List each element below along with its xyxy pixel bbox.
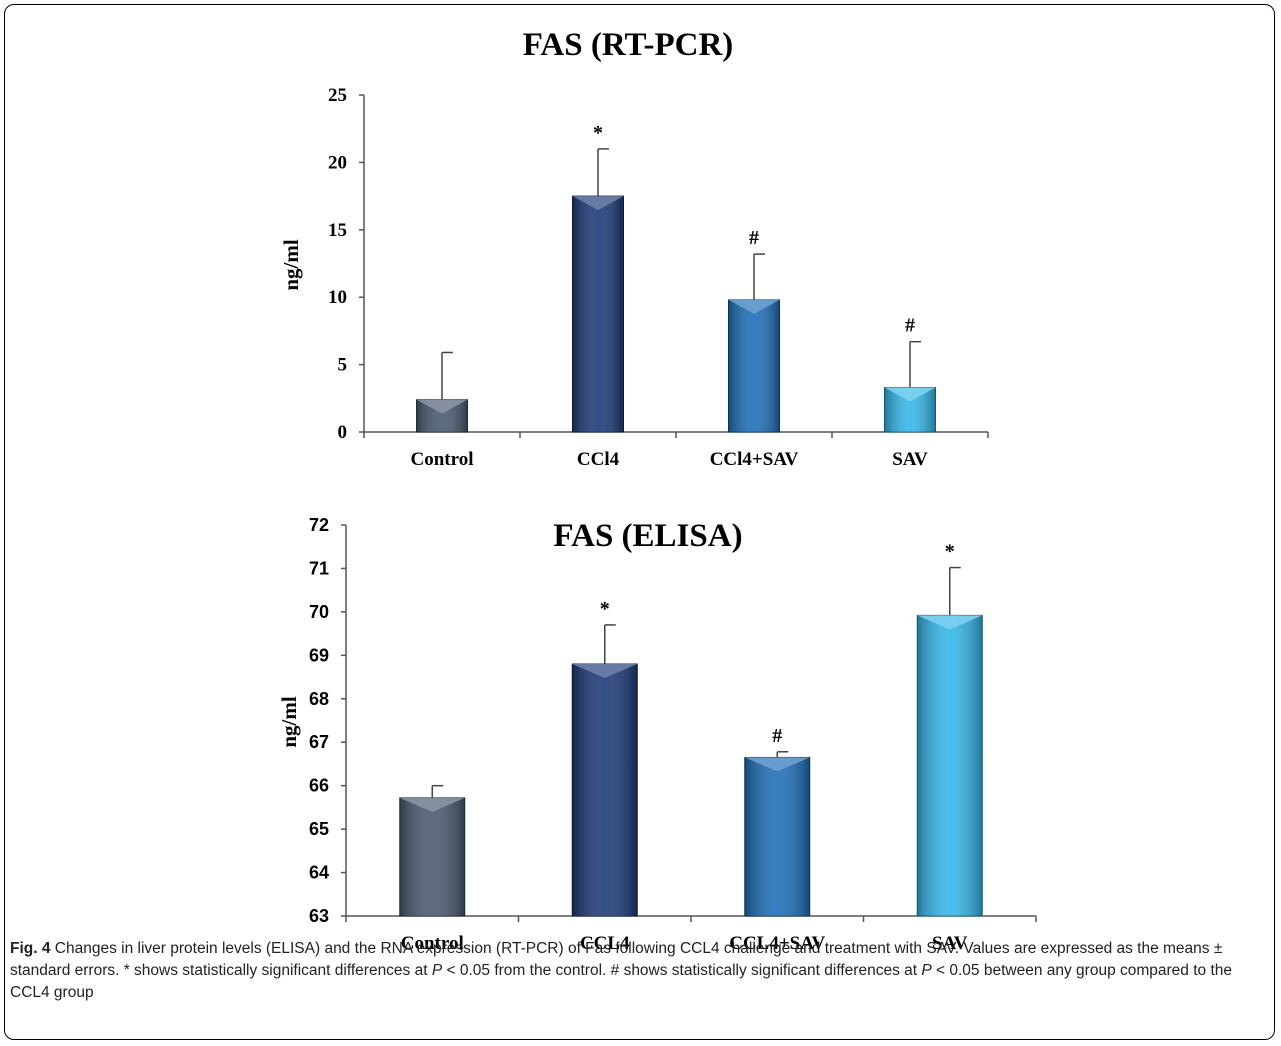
y-tick-label: 69 xyxy=(309,645,329,665)
y-tick-label: 63 xyxy=(309,906,329,926)
significance-marker: # xyxy=(772,725,782,747)
chart-title: FAS (ELISA) xyxy=(553,518,742,554)
category-label: CCl4+SAV xyxy=(710,449,799,470)
y-axis-label: ng/ml xyxy=(277,696,301,748)
category-label: CCL4+SAV xyxy=(729,933,825,954)
chart-elisa: FAS (ELISA) ng/ml * # * 63 64 65 66 67 68 69 70 71… xyxy=(277,515,1037,954)
bar-shading xyxy=(744,757,810,916)
figure-caption: Fig. 4 Changes in liver protein levels (… xyxy=(10,938,1265,1004)
y-tick-label: 66 xyxy=(309,776,329,796)
category-label: SAV xyxy=(932,933,968,954)
significance-marker: * xyxy=(945,541,955,563)
bar-bevel xyxy=(917,615,983,630)
y-tick-label: 0 xyxy=(338,422,348,443)
chart-title: FAS (RT-PCR) xyxy=(523,27,734,63)
category-label: CCl4 xyxy=(577,449,620,470)
y-tick-label: 10 xyxy=(328,287,347,308)
y-axis-label: ng/ml xyxy=(279,239,303,291)
bar-shading xyxy=(572,196,624,432)
category-label: SAV xyxy=(892,449,928,470)
bar-bevel xyxy=(572,664,638,679)
caption-text: < 0.05 between any group compared to the… xyxy=(10,962,1233,1001)
y-tick-label: 20 xyxy=(328,152,347,173)
bar-bevel xyxy=(399,797,465,812)
caption-p-value: P xyxy=(921,962,932,979)
bar-shading xyxy=(399,797,465,916)
category-label: Control xyxy=(401,933,464,954)
y-tick-label: 68 xyxy=(309,689,329,709)
bar-shading xyxy=(917,615,983,916)
bar-shading xyxy=(572,664,638,916)
caption-label: Fig. 4 xyxy=(10,940,51,957)
y-tick-label: 72 xyxy=(309,515,329,535)
bar-shading xyxy=(728,299,780,432)
y-tick-label: 70 xyxy=(309,602,329,622)
significance-marker: # xyxy=(749,227,759,249)
y-tick-label: 64 xyxy=(309,863,329,883)
y-tick-label: 67 xyxy=(309,732,329,752)
category-label: Control xyxy=(411,449,474,470)
caption-text: < 0.05 from the control. # shows statist… xyxy=(442,962,922,979)
bar-bevel xyxy=(884,387,936,402)
caption-p-value: P xyxy=(431,962,443,979)
y-tick-label: 25 xyxy=(328,85,347,106)
y-tick-label: 65 xyxy=(309,819,329,839)
significance-marker: * xyxy=(600,598,610,620)
y-tick-label: 15 xyxy=(328,220,347,241)
chart-rt-pcr: FAS (RT-PCR) ng/ml * # # 0 5 10 15 20 25 Contro… xyxy=(279,27,989,470)
bar-bevel xyxy=(744,757,810,772)
bar-bevel xyxy=(416,399,468,414)
caption-text: Changes in liver protein levels (ELISA) … xyxy=(10,940,1223,979)
significance-marker: * xyxy=(593,122,603,144)
figure-frame xyxy=(4,4,1275,1040)
bar-bevel xyxy=(728,299,780,314)
category-label: CCL4 xyxy=(580,933,630,954)
significance-marker: # xyxy=(905,315,915,337)
bar-bevel xyxy=(572,196,624,211)
y-tick-label: 5 xyxy=(338,355,348,376)
y-tick-label: 71 xyxy=(309,558,329,578)
